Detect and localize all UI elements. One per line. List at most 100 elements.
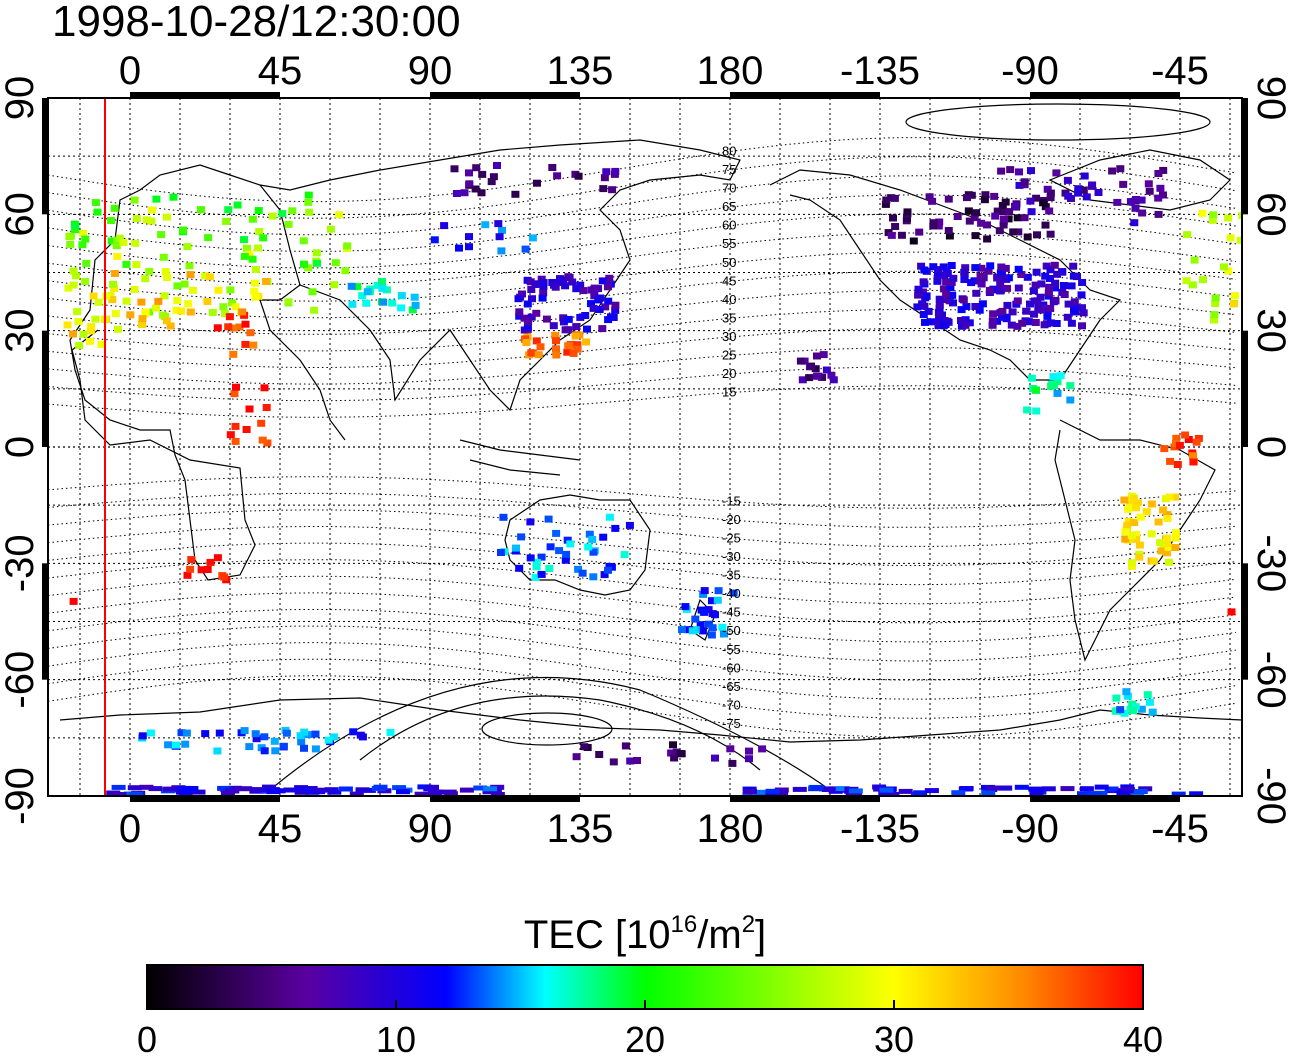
tec-cell [913,790,928,796]
tec-cell [1248,185,1256,192]
tec-cell [967,279,976,287]
tec-cell [1154,194,1163,202]
tec-cell [1086,792,1101,796]
tec-cell [304,731,313,739]
tec-cell [1078,322,1086,330]
tec-cell [829,376,838,384]
tec-cell [700,587,709,595]
tec-cell [981,790,996,795]
tec-cell [1184,436,1193,443]
tec-cell [605,274,614,282]
tec-cell [742,792,757,796]
tec-cell [452,190,461,197]
maglat-label: 55 [722,236,736,251]
tec-cell [1147,500,1156,508]
maglat-label: -55 [722,642,741,657]
lon-label-top: 0 [119,49,141,93]
tec-cell [132,215,141,222]
tec-cell [251,293,260,301]
tec-cell [881,200,890,208]
tec-cell [312,249,321,257]
tec-cell [1051,279,1060,287]
tec-cell [71,272,80,280]
tec-cell [69,281,78,289]
tec-cell [572,323,581,331]
tec-cell [1070,306,1078,314]
tec-cell [108,296,117,304]
tec-cell [523,323,532,331]
tec-cell [559,314,568,322]
tec-cell [1042,262,1051,270]
tec-cell [226,286,235,294]
tec-cell [1121,787,1136,793]
tec-cell [304,191,313,199]
tec-cell [455,244,463,252]
tec-cell [1137,196,1146,204]
tec-cell [146,729,155,737]
tec-cell [1189,458,1198,466]
tec-cell [517,533,526,541]
tec-cell [556,275,564,283]
lat-label-left: -30 [0,534,42,592]
tec-cell [999,208,1008,216]
tec-cell [1030,310,1038,318]
tec-cell [1051,284,1059,292]
tec-cell [1162,549,1171,557]
tec-cell [625,521,634,529]
tec-cell [1131,204,1140,212]
tec-cell [300,260,308,268]
tec-cell [885,791,900,796]
tec-cell [917,262,926,270]
magnetic-latitude-labels: 80 75 70 65 60 55 50 45 40 35 30 25 20 15 -15 -20 -25 -30… [722,144,741,731]
tec-cell [551,331,560,339]
tec-cell [743,788,757,794]
tec-cell [221,310,230,318]
lon-label-top: -90 [1001,49,1059,93]
tec-cell [1051,296,1060,304]
maglat-contour [48,156,1237,219]
tec-cell [246,329,255,337]
tec-cell [1053,378,1062,386]
tec-cell [348,300,357,308]
tec-cell [528,295,536,303]
maglat-label: 75 [722,162,736,177]
lat-label-right: 30 [1249,308,1292,353]
tec-cell [493,162,501,169]
maglat-label: -40 [722,586,741,601]
tec-cell [1020,178,1029,186]
tec-cell [971,264,980,272]
tec-cell [990,192,999,200]
tec-cell [102,292,111,300]
tec-cell [465,233,473,241]
tec-cell [1116,706,1125,714]
tec-cell [526,518,535,526]
tec-cell [93,208,102,216]
tec-cell [718,623,727,631]
tec-cell [304,198,313,206]
tec-cell [159,311,168,319]
tec-cell [498,226,506,234]
tec-cell [600,174,609,182]
tec-cell [87,323,96,331]
tec-cell [999,221,1008,229]
tec-cell [262,404,271,411]
tec-cell [497,549,505,556]
coastline-greenland [1048,149,1231,211]
tec-cell [1082,193,1091,201]
tec-cell [515,308,524,316]
tec-cell [566,540,575,548]
tec-cell [1132,535,1141,543]
tec-cell [245,250,254,258]
tec-cell [229,350,238,358]
tec-cell [1006,166,1015,174]
tec-cell [569,349,578,357]
tec-cell [497,247,506,255]
tec-cell [887,231,896,239]
maglat-contour [48,642,1237,700]
tec-cell [386,728,395,736]
tec-cell [515,312,524,320]
tec-cell [920,266,929,274]
tec-cell [580,743,589,751]
maglat-label: -50 [722,623,741,638]
